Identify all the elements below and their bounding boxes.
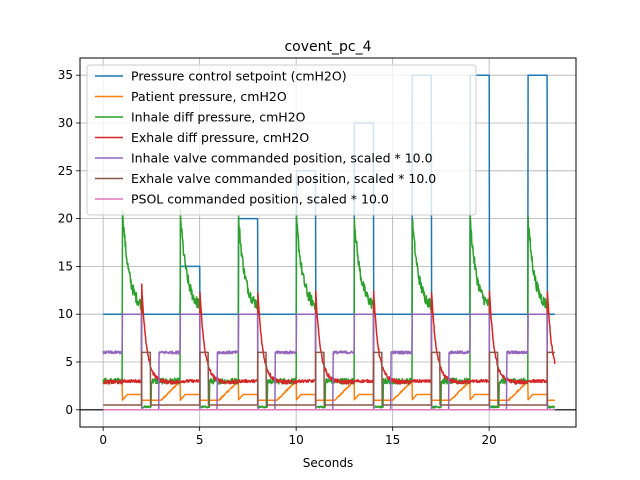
legend-label: Patient pressure, cmH2O [131, 89, 287, 104]
legend-label: Exhale valve commanded position, scaled … [131, 171, 436, 186]
legend: Pressure control setpoint (cmH2O) Patient… [86, 64, 477, 216]
y-tick-label: 15 [58, 259, 73, 273]
legend-label: Exhale diff pressure, cmH2O [131, 130, 309, 145]
series-lines [102, 74, 556, 411]
chart-title: covent_pc_4 [284, 39, 371, 55]
x-tick-label: 15 [385, 433, 400, 447]
legend-label: Inhale diff pressure, cmH2O [131, 110, 306, 125]
series-line [102, 208, 556, 409]
series-line [102, 351, 556, 406]
y-tick-label: 30 [58, 116, 73, 130]
plot-frame [79, 57, 577, 428]
x-axis-title: Seconds [303, 456, 353, 470]
legend-label: Inhale valve commanded position, scaled … [131, 151, 433, 166]
y-tick-label: 20 [58, 212, 73, 226]
y-tick-label: 10 [58, 307, 73, 321]
y-tick-label: 25 [58, 164, 73, 178]
series-line [102, 74, 556, 315]
x-tick-label: 20 [482, 433, 497, 447]
x-tick-label: 0 [99, 433, 107, 447]
series-line [102, 283, 556, 385]
axis-ticks: 0 5 10 15 20 0 5 10 15 20 25 30 35 [58, 68, 497, 447]
x-tick-label: 10 [289, 433, 304, 447]
y-tick-label: 0 [65, 403, 73, 417]
x-tick-label: 5 [196, 433, 204, 447]
y-tick-label: 5 [65, 355, 73, 369]
legend-label: Pressure control setpoint (cmH2O) [131, 69, 347, 84]
y-tick-label: 35 [58, 68, 73, 82]
legend-label: PSOL commanded position, scaled * 10.0 [131, 192, 389, 207]
legend-box [86, 64, 477, 216]
